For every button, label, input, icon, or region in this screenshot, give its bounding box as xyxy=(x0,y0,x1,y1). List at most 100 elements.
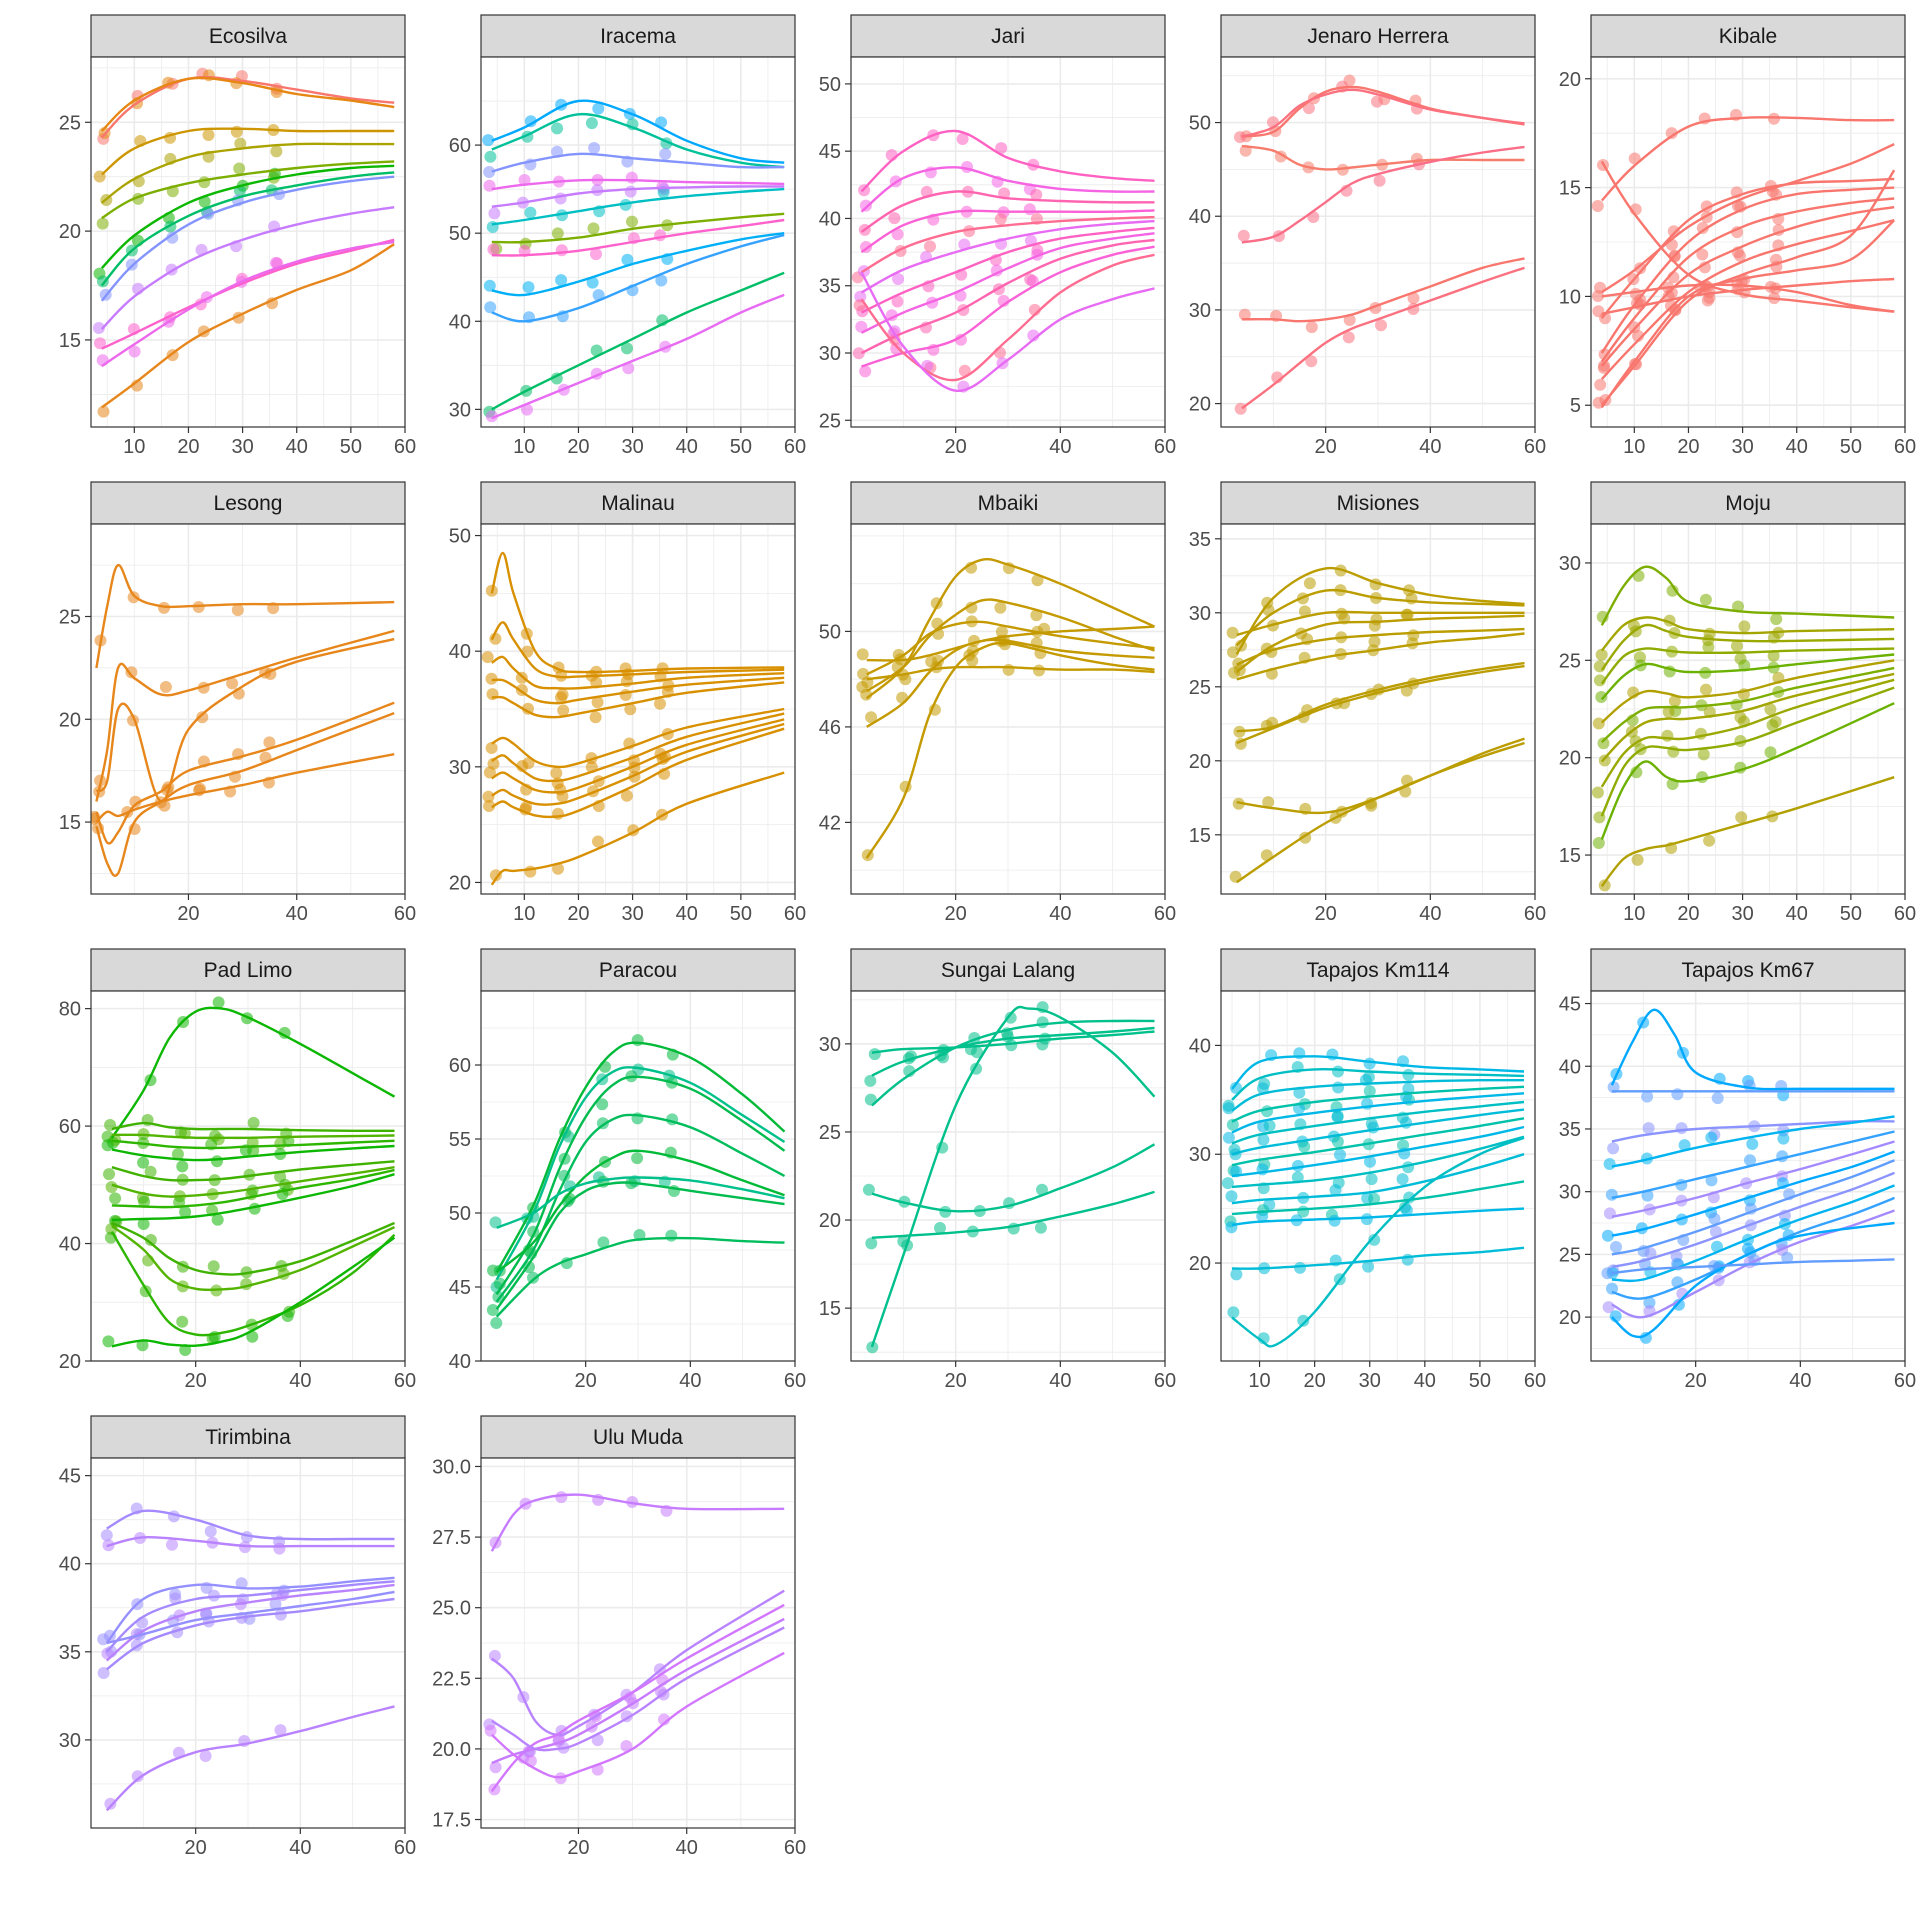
x-tick-label: 30 xyxy=(621,903,643,925)
data-point xyxy=(109,1192,122,1205)
y-tick-label: 60 xyxy=(449,135,471,157)
y-tick-label: 40 xyxy=(449,1351,471,1373)
x-tick-label: 10 xyxy=(123,436,145,458)
series-line xyxy=(1601,143,1895,294)
data-point xyxy=(100,1529,113,1542)
x-tick-label: 10 xyxy=(1623,903,1645,925)
data-point xyxy=(97,405,110,418)
y-tick-label: 30.0 xyxy=(432,1456,471,1478)
y-tick-label: 30 xyxy=(819,343,841,365)
x-tick-label: 60 xyxy=(1894,1370,1916,1392)
series-line xyxy=(491,271,785,411)
data-point xyxy=(1591,200,1604,212)
data-point xyxy=(892,648,905,661)
data-point xyxy=(1238,308,1251,321)
x-tick-label: 40 xyxy=(1786,436,1808,458)
series-line xyxy=(491,1617,785,1765)
data-point xyxy=(625,171,638,184)
data-point xyxy=(483,800,496,812)
x-axis-sungai-lalang: 20 40 60 xyxy=(945,1361,1176,1392)
data-point xyxy=(1607,1142,1620,1155)
data-point xyxy=(159,681,172,693)
data-point xyxy=(633,1229,646,1241)
x-tick-label: 60 xyxy=(784,436,806,458)
y-tick-label: 60 xyxy=(59,1116,81,1138)
series-line xyxy=(1241,266,1525,410)
data-point xyxy=(485,742,498,754)
series-line xyxy=(491,293,785,420)
series-line xyxy=(871,1190,1155,1239)
panel-border-tirimbina xyxy=(90,1457,406,1829)
series-line xyxy=(105,1597,395,1671)
series-line xyxy=(1611,1184,1895,1283)
data-point xyxy=(631,1152,644,1165)
data-point xyxy=(956,133,969,145)
data-point xyxy=(484,1724,497,1737)
data-point xyxy=(892,273,905,285)
data-point xyxy=(1675,1122,1688,1135)
data-point xyxy=(1030,188,1043,201)
series-line xyxy=(111,1133,395,1140)
data-point xyxy=(1696,222,1709,234)
series-line xyxy=(101,142,395,204)
data-point xyxy=(597,1236,610,1249)
y-tick-label: 20 xyxy=(1559,748,1581,770)
data-point xyxy=(1004,1011,1017,1024)
strip-kibale xyxy=(1590,14,1906,58)
series-line xyxy=(101,127,395,176)
data-point xyxy=(1697,748,1710,761)
data-point xyxy=(246,1330,259,1343)
strip-jari xyxy=(850,14,1166,58)
x-tick-label: 60 xyxy=(394,903,416,925)
data-point xyxy=(552,862,564,875)
y-tick-label: 20 xyxy=(1559,1307,1581,1329)
data-point xyxy=(1036,1016,1049,1029)
series-line xyxy=(490,1589,785,1737)
y-axis-pad-limo: 20 40 60 80 xyxy=(59,999,91,1373)
data-point xyxy=(1696,771,1709,784)
data-point xyxy=(104,1797,117,1810)
series-line xyxy=(1241,88,1525,138)
series-line xyxy=(866,620,1155,676)
data-point xyxy=(1360,1213,1373,1226)
data-point xyxy=(102,1335,115,1348)
data-point xyxy=(1644,1247,1657,1260)
data-point xyxy=(484,150,497,163)
strip-label-misiones: Misiones xyxy=(1337,492,1420,515)
y-tick-label: 50 xyxy=(819,74,841,96)
series-line xyxy=(491,676,785,705)
data-point xyxy=(1225,1190,1238,1203)
data-layer-tirimbina xyxy=(97,1502,395,1812)
strip-label-tapajos-km114: Tapajos Km114 xyxy=(1306,959,1450,982)
data-point xyxy=(1257,1133,1270,1146)
data-point xyxy=(1767,649,1780,662)
series-line xyxy=(490,1603,785,1793)
data-point xyxy=(179,1344,192,1356)
x-tick-label: 20 xyxy=(575,1370,597,1392)
data-point xyxy=(1630,766,1643,779)
y-tick-label: 30 xyxy=(819,1034,841,1056)
data-layer-iracema xyxy=(482,98,785,423)
data-point xyxy=(1592,837,1605,849)
data-point xyxy=(482,134,495,147)
series-line xyxy=(1236,741,1525,884)
y-tick-label: 15 xyxy=(1559,845,1581,867)
x-axis-kibale: 10 20 30 40 50 60 xyxy=(1623,427,1916,458)
series-line xyxy=(1601,277,1895,315)
data-point xyxy=(105,1181,118,1193)
series-line xyxy=(860,215,1155,274)
series-line xyxy=(491,218,785,257)
y-tick-label: 25 xyxy=(1559,1244,1581,1266)
data-point xyxy=(1303,577,1316,590)
data-point xyxy=(247,1116,260,1129)
series-line xyxy=(1600,565,1895,626)
data-point xyxy=(1407,292,1420,305)
data-point xyxy=(1668,695,1681,708)
data-point xyxy=(1639,1331,1652,1344)
data-point xyxy=(131,1770,144,1783)
data-point xyxy=(1400,1204,1413,1217)
data-point xyxy=(854,290,867,303)
series-line xyxy=(1231,1085,1525,1123)
series-line xyxy=(1231,1055,1525,1090)
data-point xyxy=(596,1098,609,1111)
